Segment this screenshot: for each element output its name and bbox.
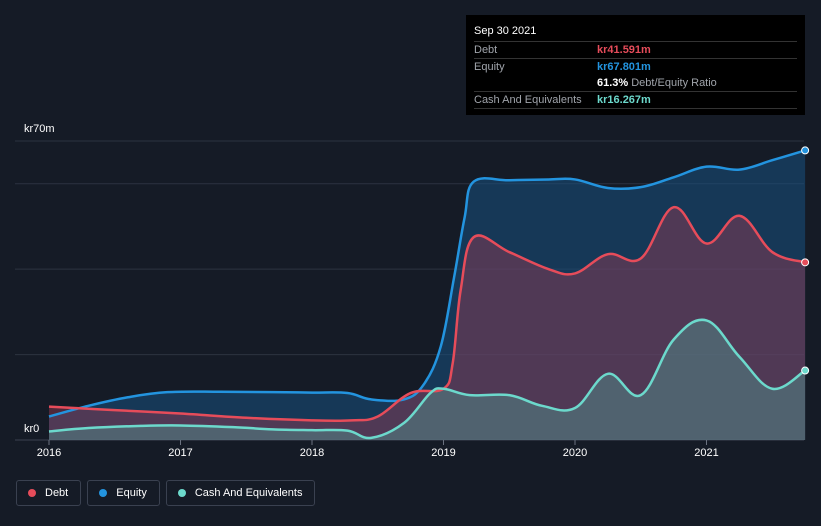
tooltip: Sep 30 2021 Debt kr41.591m Equity kr67.8… [466, 15, 805, 115]
x-tick-label: 2021 [694, 447, 718, 459]
legend: Debt Equity Cash And Equivalents [16, 480, 316, 506]
debt-dot-icon [28, 489, 36, 497]
cash-and-equivalents-line [48, 318, 806, 440]
tooltip-value: 61.3% [597, 77, 629, 89]
tooltip-value: kr67.801m [597, 61, 651, 73]
tooltip-label: Cash And Equivalents [474, 94, 582, 106]
x-axis-ticks: 2016 2017 2018 2019 2020 2021 [37, 440, 719, 459]
legend-label: Cash And Equivalents [194, 487, 303, 499]
tooltip-label [474, 75, 597, 91]
cash-dot-icon [177, 489, 186, 497]
tooltip-row-ratio: 61.3% Debt/Equity Ratio [474, 75, 797, 92]
equity-endpoint [801, 146, 810, 155]
equity-line [48, 149, 806, 418]
tooltip-row-debt: Debt kr41.591m [474, 42, 797, 59]
debt-area [49, 207, 806, 440]
y-axis-max-label: kr70m [24, 123, 55, 135]
equity-area [49, 150, 806, 440]
debt-line [48, 205, 806, 423]
x-tick-label: 2016 [37, 447, 61, 459]
x-tick-label: 2020 [563, 447, 587, 459]
x-tick-label: 2019 [431, 447, 455, 459]
legend-item-debt[interactable]: Debt [16, 480, 82, 506]
legend-item-equity[interactable]: Equity [87, 480, 160, 506]
tooltip-date: Sep 30 2021 [474, 23, 797, 42]
tooltip-label: Equity [474, 61, 505, 73]
debt-endpoint [801, 258, 810, 267]
equity-dot-icon [99, 489, 108, 497]
cash-and-equivalents-area [49, 319, 806, 440]
x-tick-label: 2017 [168, 447, 192, 459]
legend-item-cash[interactable]: Cash And Equivalents [165, 480, 316, 506]
tooltip-label: Debt [474, 44, 498, 56]
legend-label: Equity [116, 487, 147, 499]
tooltip-value: kr41.591m [597, 44, 651, 56]
cash-and-equivalents-endpoint [801, 366, 810, 375]
legend-label: Debt [45, 487, 69, 499]
series-lines [48, 149, 806, 440]
series-endpoints [801, 146, 810, 375]
tooltip-row-equity: Equity kr67.801m [474, 59, 797, 75]
series-areas [49, 150, 806, 440]
tooltip-ratio-suffix: Debt/Equity Ratio [631, 77, 717, 89]
y-axis-min-label: kr0 [24, 423, 39, 435]
tooltip-value: kr16.267m [597, 94, 651, 106]
x-tick-label: 2018 [300, 447, 324, 459]
tooltip-row-cash: Cash And Equivalents kr16.267m [474, 92, 797, 109]
